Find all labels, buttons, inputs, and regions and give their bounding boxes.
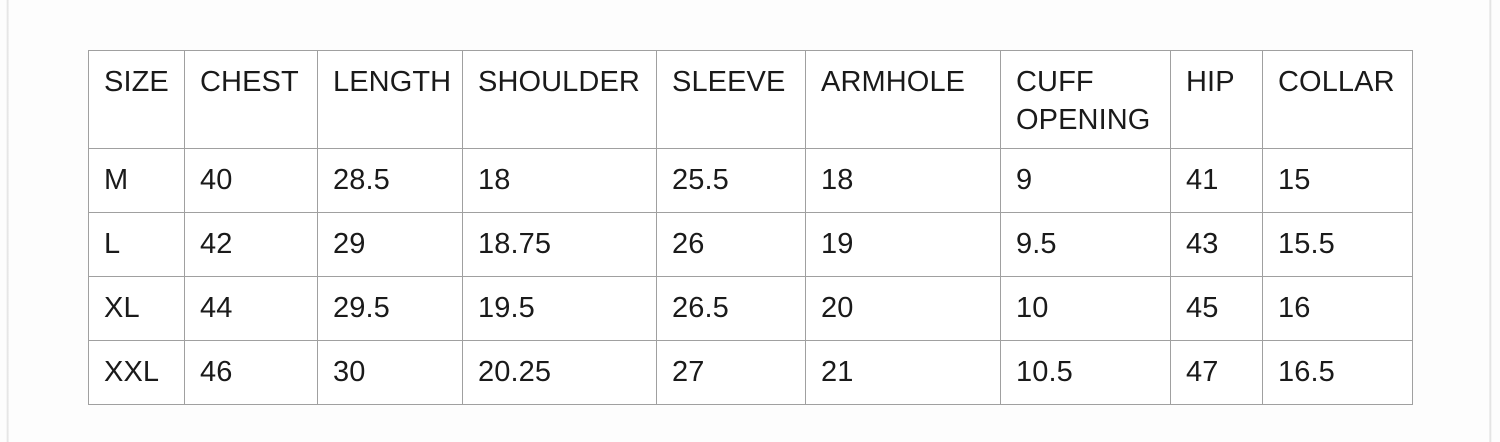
cell-length: 29.5 bbox=[317, 276, 463, 341]
cell-armhole: 18 bbox=[805, 148, 1001, 213]
cell-chest: 44 bbox=[184, 276, 318, 341]
table-row: M 40 28.5 18 25.5 18 9 41 15 bbox=[88, 148, 1413, 213]
table-header: SIZE CHEST LENGTH SHOULDER SLEEVE ARMHOL… bbox=[88, 50, 1413, 149]
cell-size: XXL bbox=[88, 340, 185, 405]
table-row: XXL 46 30 20.25 27 21 10.5 47 16.5 bbox=[88, 340, 1413, 405]
table-row: XL 44 29.5 19.5 26.5 20 10 45 16 bbox=[88, 276, 1413, 341]
cell-collar: 15.5 bbox=[1262, 212, 1413, 277]
cell-sleeve: 26 bbox=[656, 212, 806, 277]
cell-shoulder: 19.5 bbox=[462, 276, 657, 341]
cell-cuff-opening: 9 bbox=[1000, 148, 1171, 213]
cell-cuff-opening: 10 bbox=[1000, 276, 1171, 341]
cell-armhole: 19 bbox=[805, 212, 1001, 277]
cell-size: XL bbox=[88, 276, 185, 341]
column-header-chest: CHEST bbox=[184, 50, 318, 149]
cell-sleeve: 25.5 bbox=[656, 148, 806, 213]
cell-shoulder: 20.25 bbox=[462, 340, 657, 405]
cell-armhole: 20 bbox=[805, 276, 1001, 341]
cell-collar: 16 bbox=[1262, 276, 1413, 341]
cell-collar: 15 bbox=[1262, 148, 1413, 213]
cell-cuff-opening: 10.5 bbox=[1000, 340, 1171, 405]
cell-chest: 42 bbox=[184, 212, 318, 277]
cell-sleeve: 26.5 bbox=[656, 276, 806, 341]
cell-hip: 43 bbox=[1170, 212, 1263, 277]
cell-cuff-opening: 9.5 bbox=[1000, 212, 1171, 277]
cell-length: 30 bbox=[317, 340, 463, 405]
size-chart-table: SIZE CHEST LENGTH SHOULDER SLEEVE ARMHOL… bbox=[88, 50, 1413, 405]
cell-length: 29 bbox=[317, 212, 463, 277]
header-row: SIZE CHEST LENGTH SHOULDER SLEEVE ARMHOL… bbox=[88, 50, 1413, 149]
page-edge-left bbox=[6, 0, 9, 442]
cell-hip: 47 bbox=[1170, 340, 1263, 405]
column-header-sleeve: SLEEVE bbox=[656, 50, 806, 149]
cell-sleeve: 27 bbox=[656, 340, 806, 405]
cell-shoulder: 18 bbox=[462, 148, 657, 213]
column-header-armhole: ARMHOLE bbox=[805, 50, 1001, 149]
column-header-cuff-opening: CUFF OPENING bbox=[1000, 50, 1171, 149]
cell-hip: 45 bbox=[1170, 276, 1263, 341]
cell-armhole: 21 bbox=[805, 340, 1001, 405]
cell-size: L bbox=[88, 212, 185, 277]
column-header-shoulder: SHOULDER bbox=[462, 50, 657, 149]
size-chart-container: SIZE CHEST LENGTH SHOULDER SLEEVE ARMHOL… bbox=[88, 50, 1413, 405]
cell-chest: 46 bbox=[184, 340, 318, 405]
cell-shoulder: 18.75 bbox=[462, 212, 657, 277]
cell-length: 28.5 bbox=[317, 148, 463, 213]
table-row: L 42 29 18.75 26 19 9.5 43 15.5 bbox=[88, 212, 1413, 277]
cell-size: M bbox=[88, 148, 185, 213]
cell-hip: 41 bbox=[1170, 148, 1263, 213]
column-header-hip: HIP bbox=[1170, 50, 1263, 149]
cell-collar: 16.5 bbox=[1262, 340, 1413, 405]
column-header-length: LENGTH bbox=[317, 50, 463, 149]
page-edge-right bbox=[1489, 0, 1492, 442]
column-header-size: SIZE bbox=[88, 50, 185, 149]
cell-chest: 40 bbox=[184, 148, 318, 213]
table-body: M 40 28.5 18 25.5 18 9 41 15 L 42 29 18.… bbox=[88, 148, 1413, 405]
column-header-collar: COLLAR bbox=[1262, 50, 1413, 149]
